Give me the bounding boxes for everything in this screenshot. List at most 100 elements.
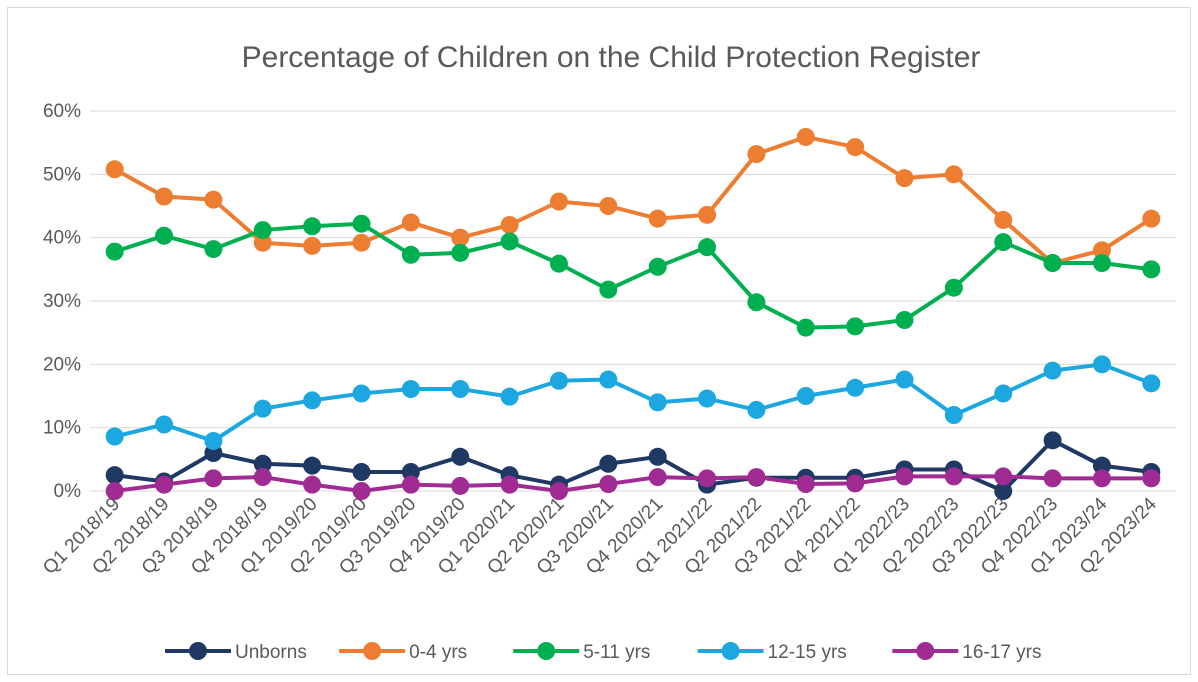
data-point bbox=[1043, 431, 1062, 450]
data-point bbox=[796, 318, 815, 337]
data-point bbox=[994, 467, 1013, 486]
data-point bbox=[648, 447, 667, 466]
data-point bbox=[451, 228, 470, 247]
y-tick-label: 60% bbox=[43, 101, 81, 122]
gridlines bbox=[90, 110, 1176, 492]
data-point bbox=[204, 240, 223, 259]
legend-item: Unborns bbox=[165, 642, 307, 663]
data-point bbox=[994, 482, 1013, 500]
y-tick-label: 30% bbox=[43, 291, 81, 312]
data-point bbox=[944, 165, 963, 184]
data-point bbox=[352, 482, 371, 500]
data-point bbox=[747, 468, 766, 487]
series-line bbox=[112, 474, 1154, 493]
legend-item: 16-17 yrs bbox=[892, 642, 1042, 663]
data-point bbox=[1092, 254, 1111, 272]
series-line bbox=[112, 134, 1154, 265]
legend-swatch-marker bbox=[721, 642, 740, 660]
data-point bbox=[1092, 469, 1111, 488]
data-point bbox=[698, 389, 717, 408]
data-point bbox=[1142, 374, 1161, 393]
data-point bbox=[352, 214, 371, 233]
data-point bbox=[253, 221, 272, 240]
data-point bbox=[747, 145, 766, 164]
data-point bbox=[303, 217, 322, 236]
data-point bbox=[500, 232, 519, 251]
data-point bbox=[698, 238, 717, 257]
y-tick-label: 20% bbox=[43, 354, 81, 375]
data-point bbox=[1142, 260, 1161, 279]
data-point bbox=[303, 475, 322, 494]
data-point bbox=[500, 387, 519, 406]
data-point bbox=[352, 463, 371, 481]
data-point bbox=[747, 293, 766, 312]
data-point bbox=[155, 226, 174, 245]
data-point bbox=[352, 384, 371, 403]
data-point bbox=[1043, 361, 1062, 380]
legend-label: Unborns bbox=[235, 642, 307, 663]
data-point bbox=[253, 454, 272, 473]
data-point bbox=[1092, 241, 1111, 260]
data-point bbox=[648, 468, 667, 487]
data-point bbox=[549, 254, 568, 273]
data-point bbox=[846, 378, 865, 397]
data-point bbox=[846, 317, 865, 336]
series-line bbox=[112, 362, 1154, 443]
data-point bbox=[303, 456, 322, 475]
data-point bbox=[204, 469, 223, 488]
data-point bbox=[500, 475, 519, 494]
data-point bbox=[549, 192, 568, 211]
legend-item: 0-4 yrs bbox=[339, 642, 467, 663]
line-chart: Percentage of Children on the Child Prot… bbox=[39, 41, 1176, 663]
data-point bbox=[549, 482, 568, 500]
data-point bbox=[846, 474, 865, 493]
legend-label: 5-11 yrs bbox=[583, 642, 650, 663]
data-point bbox=[994, 384, 1013, 403]
data-point bbox=[451, 243, 470, 262]
y-tick-label: 40% bbox=[43, 228, 81, 249]
data-point bbox=[155, 187, 174, 206]
data-point bbox=[895, 467, 914, 486]
data-point bbox=[253, 468, 272, 487]
data-point bbox=[994, 233, 1013, 252]
data-point bbox=[155, 475, 174, 494]
data-point bbox=[846, 138, 865, 157]
data-point bbox=[944, 467, 963, 486]
data-point bbox=[105, 160, 124, 179]
data-point bbox=[1043, 469, 1062, 488]
series-16-17-yrs bbox=[105, 467, 1161, 500]
data-point bbox=[451, 447, 470, 466]
legend-swatch-marker bbox=[916, 642, 935, 660]
data-point bbox=[105, 242, 124, 261]
data-point bbox=[599, 454, 618, 473]
y-tick-label: 10% bbox=[43, 418, 81, 439]
y-tick-label: 0% bbox=[54, 481, 82, 502]
data-point bbox=[698, 469, 717, 488]
data-point bbox=[204, 431, 223, 450]
data-point bbox=[944, 406, 963, 424]
data-point bbox=[105, 466, 124, 485]
data-point bbox=[796, 127, 815, 146]
series-12-15-yrs bbox=[105, 355, 1161, 450]
chart-title: Percentage of Children on the Child Prot… bbox=[242, 41, 981, 74]
data-point bbox=[549, 371, 568, 390]
series-5-11-yrs bbox=[105, 214, 1161, 337]
legend-swatch-marker bbox=[363, 642, 382, 660]
data-point bbox=[1092, 355, 1111, 374]
data-point bbox=[648, 257, 667, 276]
legend-label: 16-17 yrs bbox=[962, 642, 1041, 663]
data-point bbox=[698, 205, 717, 224]
data-point bbox=[895, 370, 914, 389]
legend: Unborns 0-4 yrs 5-11 yrs 12-15 yrs 16-17 yrs bbox=[165, 642, 1042, 663]
data-point bbox=[994, 210, 1013, 229]
series-lines bbox=[105, 127, 1161, 500]
series-line bbox=[112, 221, 1154, 330]
data-point bbox=[401, 463, 420, 481]
data-point bbox=[253, 233, 272, 252]
data-point bbox=[747, 400, 766, 419]
data-point bbox=[105, 482, 124, 500]
data-point bbox=[500, 216, 519, 234]
data-point bbox=[105, 427, 124, 446]
data-point bbox=[599, 197, 618, 215]
series-unborns bbox=[105, 431, 1161, 500]
